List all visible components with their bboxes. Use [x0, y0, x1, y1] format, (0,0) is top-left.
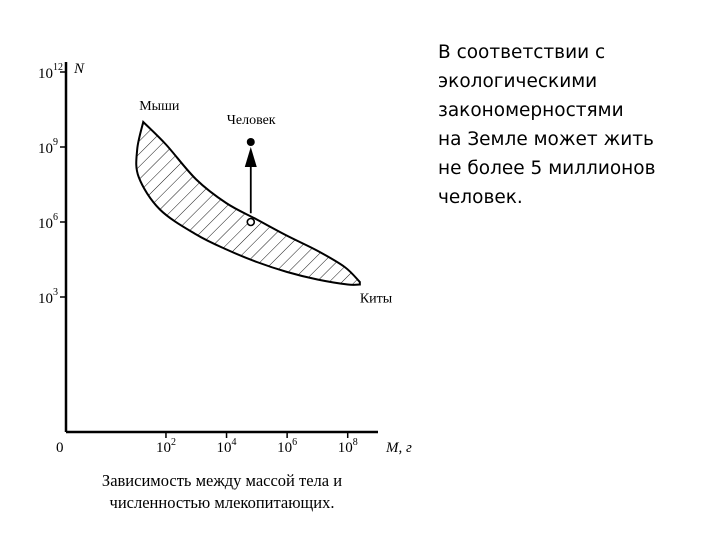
- x-tick-label: 104: [217, 437, 237, 456]
- x-tick-label: 108: [338, 437, 358, 456]
- hatched-region: [135, 120, 361, 286]
- y-axis-label: N: [73, 61, 85, 77]
- human-point: [246, 138, 255, 146]
- y-tick-label: 109: [38, 137, 58, 157]
- x-origin-label: 0: [56, 440, 64, 456]
- figure-caption: Зависимость между массой тела и численно…: [62, 470, 382, 514]
- chart: 102 104 106 108 103 106 109 1012 0 M, г N Мыши…: [38, 61, 412, 456]
- human-expected-point: [246, 217, 256, 227]
- x-tick-label: 106: [277, 437, 297, 456]
- y-tick-label: 106: [38, 212, 58, 232]
- x-axis-label: M, г: [385, 440, 412, 456]
- annotation-mice: Мыши: [139, 99, 180, 114]
- caption-line-1: Зависимость между массой тела и: [101, 471, 343, 490]
- y-tick-label: 1012: [38, 62, 63, 82]
- y-tick-label: 103: [38, 287, 58, 307]
- annotation-human: Человек: [227, 113, 276, 128]
- human-arrow-head: [244, 147, 257, 167]
- annotation-whales: Киты: [360, 292, 393, 307]
- x-tick-label: 102: [156, 437, 176, 456]
- side-text: В соответствии с экологическими закономе…: [438, 42, 656, 208]
- caption-line-2: численностью млекопитающих.: [109, 493, 335, 512]
